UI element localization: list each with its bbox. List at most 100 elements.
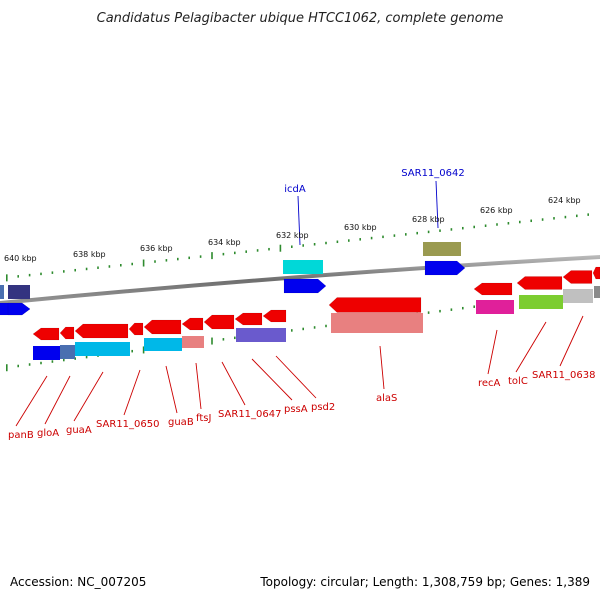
reverse-gene-box: [236, 328, 286, 342]
gene-label-guaB[interactable]: guaB: [168, 417, 194, 428]
outer-tick: [359, 238, 361, 241]
forward-gene-box: [423, 242, 461, 256]
outer-tick: [462, 226, 464, 230]
kbp-label: 628 kbp: [412, 215, 445, 224]
reverse-gene-box: [476, 300, 514, 314]
outer-tick: [165, 259, 168, 262]
outer-tick: [120, 264, 122, 267]
inner-tick: [462, 306, 464, 310]
reverse-gene-box: [75, 342, 130, 356]
outer-tick: [541, 218, 544, 221]
gene-arrow-SAR11_0647[interactable]: [203, 314, 235, 330]
accession-text: Accession: NC_007205: [10, 575, 146, 589]
gene-label-SAR11_0650[interactable]: SAR11_0650: [96, 419, 160, 430]
reverse-gene-box: [519, 295, 563, 309]
outer-tick: [211, 252, 213, 260]
outer-tick: [51, 271, 54, 274]
outer-tick: [519, 220, 521, 224]
outer-tick: [85, 267, 88, 271]
kbp-labels: 640 kbp 638 kbp 636 kbp 634 kbp 632 kbp …: [4, 196, 581, 263]
gene-label-guaA[interactable]: guaA: [66, 425, 92, 436]
outer-tick: [370, 236, 373, 240]
reverse-gene-box: [144, 338, 182, 351]
outer-tick: [336, 240, 339, 244]
inner-tick: [211, 337, 213, 345]
outer-tick: [313, 243, 316, 246]
outer-tick: [530, 219, 532, 223]
gene-label-tolC[interactable]: tolC: [508, 376, 528, 387]
inner-tick: [313, 326, 316, 329]
gene-arrow-SAR11_0642[interactable]: [424, 260, 466, 276]
gene-label-recA[interactable]: recA: [478, 378, 501, 389]
forward-gene-box: [8, 285, 30, 299]
gene-features: [0, 242, 600, 360]
gene-arrow-gloA[interactable]: [59, 326, 75, 340]
inner-tick: [6, 364, 8, 372]
inner-tick: [439, 309, 441, 313]
gene-label-ftsJ[interactable]: ftsJ: [196, 413, 211, 424]
kbp-label: 638 kbp: [73, 250, 106, 259]
gene-label-icdA[interactable]: icdA: [284, 184, 306, 195]
outer-tick: [553, 217, 555, 220]
label-leader-lines: [15, 180, 584, 427]
gene-arrow-guaB[interactable]: [143, 319, 182, 335]
inner-tick: [40, 361, 42, 365]
gene-arrow-pssA[interactable]: [234, 312, 263, 326]
leader-SAR11_0647: [221, 361, 246, 406]
leader-guaB: [165, 365, 178, 414]
outer-tick: [256, 249, 259, 252]
gene-arrow-tolC[interactable]: [516, 276, 563, 290]
inner-tick: [302, 327, 304, 331]
gene-arrow-ftsJ[interactable]: [181, 317, 204, 331]
outer-tick: [416, 231, 418, 235]
outer-tick: [188, 256, 190, 260]
outer-tick: [131, 262, 133, 266]
leader-icdA: [297, 195, 301, 246]
gene-arrow-icdA[interactable]: [283, 278, 327, 294]
inner-tick: [325, 324, 327, 328]
inner-tick: [131, 349, 133, 353]
outer-tick: [302, 244, 304, 247]
genome-summary-text: Topology: circular; Length: 1,308,759 bp…: [259, 575, 590, 589]
outer-tick: [507, 222, 510, 225]
reverse-gene-arrow[interactable]: [592, 266, 600, 280]
gene-label-panB[interactable]: panB: [8, 430, 34, 441]
inner-tick: [142, 346, 145, 354]
reverse-gene-box: [60, 345, 75, 359]
outer-tick: [199, 255, 202, 258]
gene-arrow-SAR11_0638[interactable]: [562, 270, 593, 284]
inner-tick: [74, 357, 76, 360]
gene-arrow-psd2[interactable]: [262, 309, 287, 323]
gene-label-SAR11_0638[interactable]: SAR11_0638: [532, 370, 596, 381]
kbp-label: 630 kbp: [344, 223, 377, 232]
gene-label-pssA[interactable]: pssA: [284, 404, 308, 415]
outer-tick: [268, 247, 270, 251]
inner-tick: [51, 360, 54, 363]
gene-arrow-recA[interactable]: [473, 282, 513, 296]
gene-label-psd2[interactable]: psd2: [311, 402, 335, 413]
outer-tick: [427, 230, 430, 234]
forward-gene-box: [0, 285, 4, 299]
gene-label-SAR11_0647[interactable]: SAR11_0647: [218, 409, 282, 420]
kbp-label: 640 kbp: [4, 254, 37, 263]
outer-tick: [473, 225, 475, 229]
gene-arrow-guaA[interactable]: [74, 323, 129, 339]
forward-gene-arrow[interactable]: [7, 302, 31, 316]
inner-tick: [450, 308, 453, 311]
gene-label-gloA[interactable]: gloA: [37, 428, 59, 439]
gene-label-SAR11_0642[interactable]: SAR11_0642: [401, 168, 465, 179]
gene-arrow-alaS[interactable]: [328, 297, 422, 313]
kbp-label: 634 kbp: [208, 238, 241, 247]
inner-tick: [28, 363, 31, 366]
outer-tick: [63, 270, 65, 273]
outer-tick: [28, 273, 31, 277]
gene-arrow-SAR11_0650[interactable]: [128, 322, 144, 336]
leader-guaA: [73, 371, 104, 422]
leader-psd2: [275, 355, 317, 399]
outer-tick: [40, 272, 42, 276]
outer-tick: [74, 268, 76, 272]
gene-label-alaS[interactable]: alaS: [376, 393, 397, 404]
outer-tick: [154, 260, 156, 263]
gene-arrow-panB[interactable]: [32, 327, 60, 341]
inner-tick: [222, 338, 225, 341]
